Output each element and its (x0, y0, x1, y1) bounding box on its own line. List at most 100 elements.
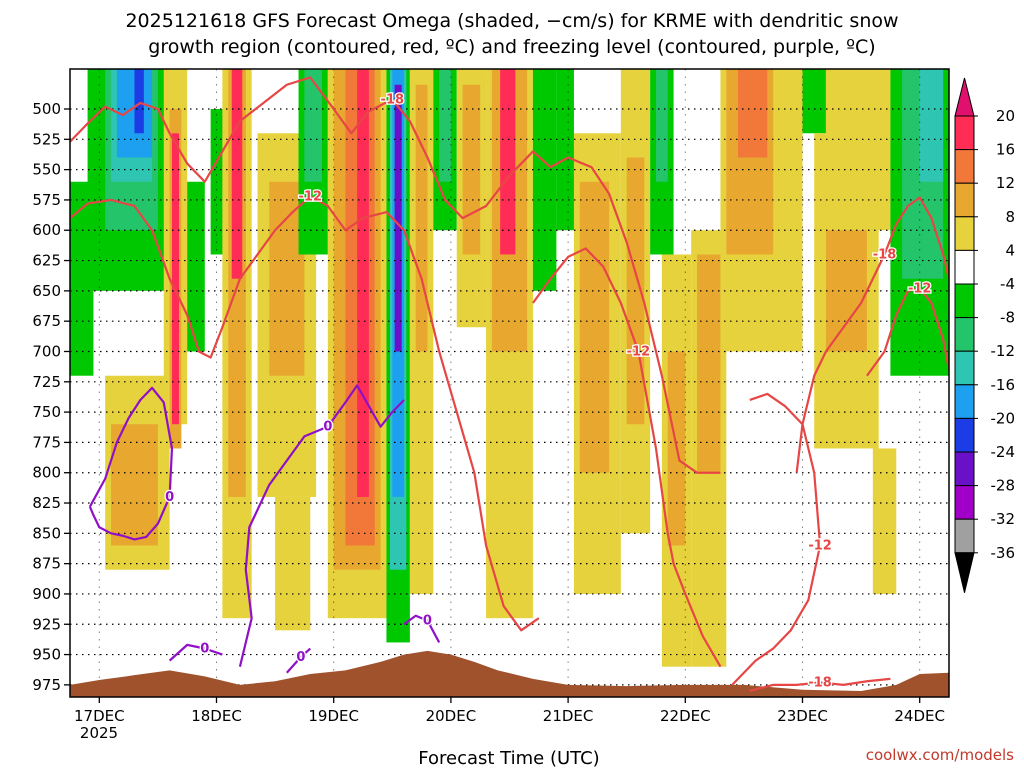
y-tick-label: 950 (32, 646, 61, 664)
freezing-level-label: 0 (165, 490, 174, 505)
y-tick-label: 800 (32, 464, 61, 482)
omega-shade-cell (439, 69, 451, 182)
credit-link[interactable]: coolwx.com/models (866, 746, 1014, 764)
colorbar-segment (954, 249, 975, 285)
freezing-level-contour (238, 384, 405, 667)
colorbar-bottom-arrow (954, 552, 975, 593)
colorbar-segment (954, 417, 975, 453)
dgz-contour-line (749, 677, 891, 693)
x-tick-label: 19DEC (308, 707, 359, 725)
colorbar-label: 4 (1005, 241, 1015, 259)
dgz-contour-line (731, 392, 822, 686)
omega-shade-cell (802, 69, 826, 134)
dgz-contour-line (866, 287, 949, 377)
omega-shade-cell (825, 69, 891, 231)
y-tick-label: 875 (32, 555, 61, 573)
omega-shade-cell (231, 69, 243, 279)
freezing-level-label: 0 (200, 642, 209, 657)
omega-shade-cell (134, 69, 144, 134)
x-year-label: 2025 (80, 724, 118, 742)
colorbar-segment (954, 149, 975, 184)
y-tick-label: 925 (32, 615, 61, 633)
dgz-contour-label: -12 (908, 281, 932, 296)
colorbar-segment (954, 283, 975, 319)
colorbar-segment (954, 317, 975, 352)
dgz-contour-line (532, 247, 722, 668)
dgz-contour-label: -12 (627, 344, 651, 359)
y-tick-label: 525 (32, 130, 61, 148)
colorbar-label: 16 (996, 141, 1015, 159)
omega-shade-cell (773, 69, 803, 352)
colorbar-segment (954, 485, 975, 520)
colorbar-label: 12 (996, 174, 1015, 192)
dgz-contour-label: -12 (808, 538, 832, 553)
y-tick-label: 625 (32, 252, 61, 270)
colorbar-label: 8 (1005, 208, 1015, 226)
omega-shade-cell (500, 69, 516, 255)
terrain-area (70, 650, 949, 697)
colorbar-label: -8 (1000, 309, 1015, 327)
x-tick-label: 24DEC (894, 707, 945, 725)
colorbar-label: -36 (991, 544, 1016, 562)
plot-frame (69, 68, 950, 698)
x-tick-label: 22DEC (660, 707, 711, 725)
colorbar-segment (954, 451, 975, 487)
dgz-contour-line (70, 195, 540, 632)
omega-shade-cell (556, 69, 574, 231)
freezing-level-contour (285, 647, 311, 674)
omega-shade-cell (532, 69, 557, 291)
dgz-contour-label: -18 (873, 247, 897, 262)
omega-shade-cell (70, 181, 94, 376)
omega-shade-cell (919, 69, 944, 182)
colorbar-label: -12 (991, 342, 1016, 360)
colorbar-segment (954, 350, 975, 386)
y-tick-label: 975 (32, 676, 61, 694)
colorbar-segment (954, 182, 975, 218)
y-tick-label: 825 (32, 494, 61, 512)
contour-lines: -18 -12 -12 -12 -18 -18 -12 0 0 0 0 0 (70, 76, 949, 693)
colorbar-segment (954, 216, 975, 251)
terrain-fill (70, 650, 949, 697)
omega-shade-cell (415, 84, 428, 352)
omega-shade-cell (111, 424, 158, 546)
omega-shade-cell (304, 69, 322, 182)
dgz-contour-line (795, 196, 949, 473)
dgz-contour-label: -12 (299, 189, 323, 204)
y-tick-label: 900 (32, 585, 61, 603)
colorbar-label: 20 (996, 107, 1015, 125)
colorbar-label: -28 (991, 477, 1016, 495)
y-tick-label: 650 (32, 282, 61, 300)
y-tick-label: 850 (32, 524, 61, 542)
y-tick-label: 750 (32, 403, 61, 421)
freezing-level-label: 0 (296, 650, 305, 665)
omega-shade-cell (738, 69, 768, 158)
colorbar-label: -4 (1000, 275, 1015, 293)
omega-shade-cell (697, 254, 721, 473)
x-axis: 17DEC 18DEC 19DEC 20DEC 21DEC 22DEC 23DEC 24DEC (74, 697, 945, 725)
colorbar-segment (954, 115, 975, 151)
y-tick-label: 600 (32, 221, 61, 239)
x-tick-label: 18DEC (191, 707, 242, 725)
freezing-level-label: 0 (423, 614, 432, 629)
omega-shade-cell (171, 133, 179, 425)
omega-shade-cell (656, 69, 668, 182)
dgz-contour-line (70, 76, 721, 474)
colorbar-segment (954, 518, 975, 554)
y-tick-label: 575 (32, 191, 61, 209)
colorbar-segment (954, 384, 975, 419)
colorbar-label: -16 (991, 376, 1016, 394)
y-axis: 500 525 550 575 600 625 650 675 700 725 750 775 800 8… (32, 100, 70, 694)
y-tick-label: 700 (32, 342, 61, 360)
y-tick-label: 775 (32, 433, 61, 451)
dgz-contour-label: -18 (381, 92, 405, 107)
omega-shading (70, 69, 949, 667)
colorbar-label: -20 (991, 409, 1016, 427)
y-tick-label: 725 (32, 373, 61, 391)
x-tick-label: 23DEC (777, 707, 828, 725)
y-tick-label: 550 (32, 161, 61, 179)
y-tick-label: 500 (32, 100, 61, 118)
x-tick-label: 17DEC (74, 707, 125, 725)
freezing-level-label: 0 (323, 420, 332, 435)
chart-title-line2: growth region (contoured, red, ºC) and f… (148, 36, 875, 58)
